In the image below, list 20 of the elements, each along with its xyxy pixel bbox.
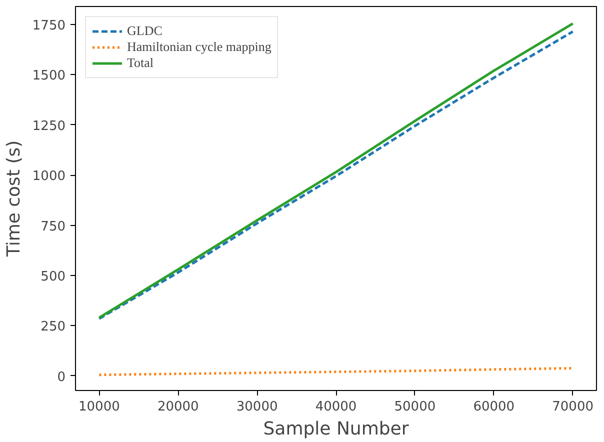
- legend-label: Hamiltonian cycle mapping: [127, 39, 272, 55]
- x-axis-title: Sample Number: [263, 418, 410, 440]
- y-tick-label: 1250: [32, 118, 66, 134]
- x-tick-label: 30000: [236, 400, 278, 414]
- x-tick-label: 20000: [157, 400, 199, 414]
- x-tick-label: 70000: [552, 400, 594, 414]
- legend-label: GLDC: [127, 23, 162, 39]
- y-axis-title: Time cost (s): [3, 140, 24, 258]
- y-tick-label: 500: [40, 269, 66, 284]
- legend-label: Total: [127, 55, 154, 71]
- y-tick-label: 1500: [32, 68, 66, 84]
- y-tick-label: 1000: [32, 169, 66, 184]
- x-tick-label: 10000: [78, 400, 120, 414]
- y-tick-label: 750: [40, 219, 66, 234]
- y-tick-label: 0: [57, 370, 66, 385]
- x-tick-label: 40000: [315, 400, 357, 414]
- y-tick-label: 1750: [32, 18, 66, 34]
- x-tick-label: 50000: [394, 400, 436, 414]
- y-tick-label: 250: [40, 320, 66, 335]
- x-tick-label: 60000: [473, 400, 515, 414]
